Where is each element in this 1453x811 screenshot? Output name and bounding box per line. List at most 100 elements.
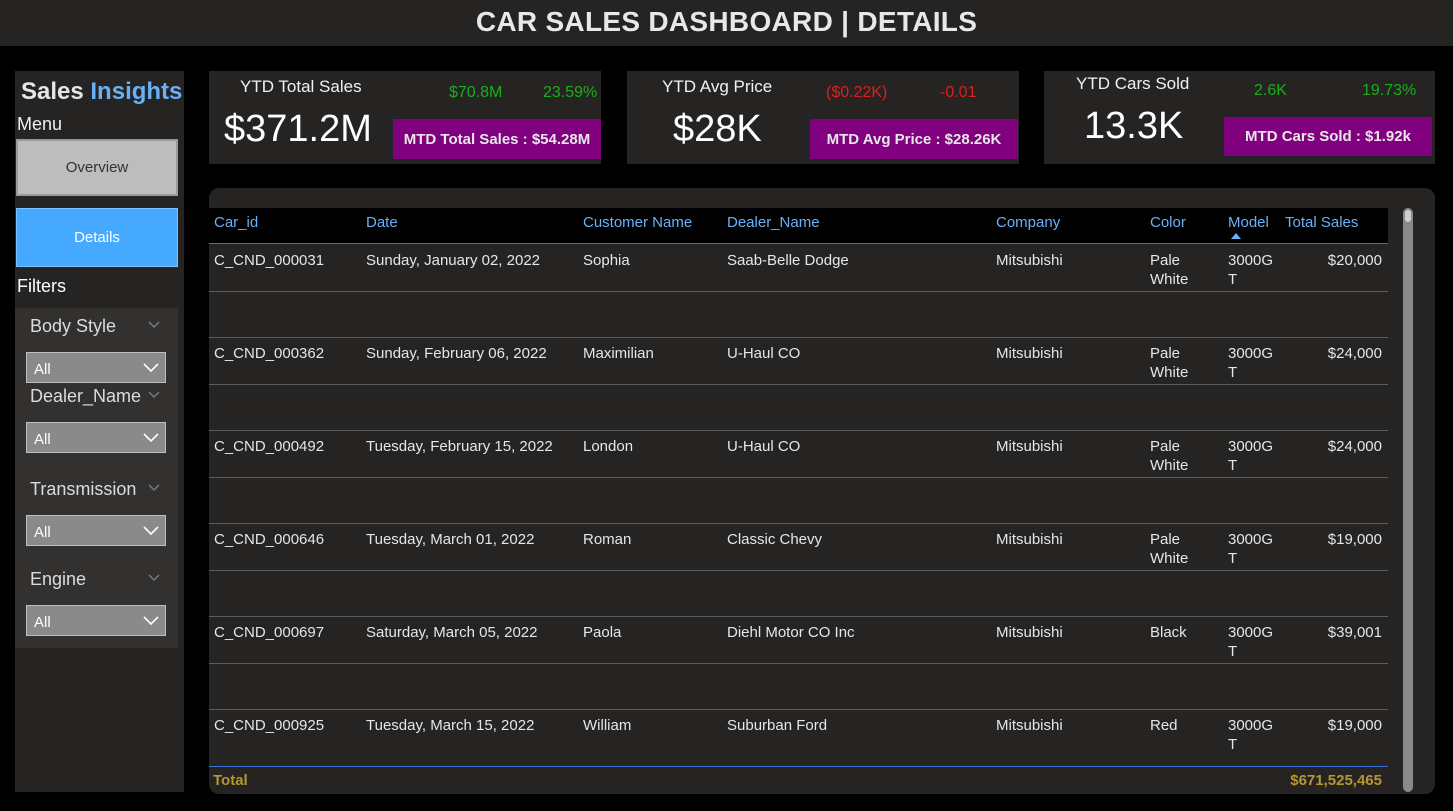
cell-model: 3000GT <box>1228 345 1274 381</box>
cell-total-sales: $24,000 <box>1327 438 1382 455</box>
row-divider <box>209 523 1388 524</box>
cell-company: Mitsubishi <box>996 624 1063 641</box>
table-row[interactable]: C_CND_000031 Sunday, January 02, 2022 So… <box>209 245 1388 338</box>
cell-customer: Sophia <box>583 252 630 269</box>
row-divider <box>209 570 1388 571</box>
transmission-dropdown[interactable]: All <box>26 515 166 546</box>
cell-date: Sunday, February 06, 2022 <box>366 345 547 362</box>
cell-total-sales: $20,000 <box>1327 252 1382 269</box>
row-divider <box>209 477 1388 478</box>
chevron-down-icon <box>143 363 159 373</box>
cell-model: 3000GT <box>1228 624 1274 660</box>
row-divider <box>209 709 1388 710</box>
cell-car-id: C_CND_000697 <box>214 624 325 641</box>
kpi-title: YTD Cars Sold <box>1076 74 1190 93</box>
row-divider <box>209 291 1388 292</box>
total-label: Total <box>213 772 248 789</box>
cell-color: Black <box>1150 624 1187 641</box>
row-divider <box>209 663 1388 664</box>
filter-label: Dealer_Name <box>30 386 142 406</box>
cell-customer: London <box>583 438 634 455</box>
kpi-delta-abs: 2.6K <box>1254 82 1287 99</box>
cell-car-id: C_CND_000492 <box>214 438 325 455</box>
cell-dealer: Saab-Belle Dodge <box>727 252 849 269</box>
cell-car-id: C_CND_000925 <box>214 717 325 734</box>
cell-color: Red <box>1150 717 1178 734</box>
sort-ascending-icon <box>1231 233 1241 239</box>
brand-word-1: Sales <box>21 78 84 105</box>
column-header-color[interactable]: Color <box>1150 214 1186 231</box>
table-row[interactable]: C_CND_000646 Tuesday, March 01, 2022 Rom… <box>209 524 1388 617</box>
header-bar: CAR SALES DASHBOARD | DETAILS <box>0 0 1453 46</box>
kpi-card-avg-price: YTD Avg Price $28K ($0.22K) -0.01 MTD Av… <box>627 71 1019 164</box>
kpi-title: YTD Total Sales <box>240 77 362 96</box>
dropdown-value: All <box>34 431 51 448</box>
kpi-delta-pct: 19.73% <box>1362 82 1417 99</box>
table-header: Car_id Date Customer Name Dealer_Name Co… <box>209 208 1388 244</box>
chevron-down-icon <box>143 526 159 536</box>
dropdown-value: All <box>34 361 51 378</box>
dealer-name-dropdown[interactable]: All <box>26 422 166 453</box>
kpi-delta-pct: 23.59% <box>543 84 598 101</box>
scrollbar-thumb[interactable] <box>1405 210 1411 222</box>
cell-company: Mitsubishi <box>996 345 1063 362</box>
chevron-down-icon[interactable] <box>147 481 161 495</box>
cell-model: 3000GT <box>1228 717 1274 753</box>
engine-dropdown[interactable]: All <box>26 605 166 636</box>
cell-dealer: U-Haul CO <box>727 438 801 455</box>
cell-customer: Roman <box>583 531 632 548</box>
table-row[interactable]: C_CND_000697 Saturday, March 05, 2022 Pa… <box>209 617 1388 710</box>
cell-company: Mitsubishi <box>996 531 1063 548</box>
cell-dealer: Classic Chevy <box>727 531 823 548</box>
kpi-delta-abs: ($0.22K) <box>826 84 888 101</box>
cell-date: Sunday, January 02, 2022 <box>366 252 541 269</box>
kpi-card-cars-sold: YTD Cars Sold 13.3K 2.6K 19.73% MTD Cars… <box>1044 71 1435 164</box>
cell-customer: William <box>583 717 632 734</box>
cell-dealer: Suburban Ford <box>727 717 828 734</box>
total-value: $671,525,465 <box>1290 772 1382 789</box>
kpi-delta-abs: $70.8M <box>449 84 503 101</box>
chevron-down-icon[interactable] <box>147 571 161 585</box>
mtd-badge: MTD Avg Price : $28.26K <box>810 119 1018 159</box>
column-header-company[interactable]: Company <box>996 214 1061 231</box>
cell-model: 3000GT <box>1228 252 1274 288</box>
table-row[interactable]: C_CND_000362 Sunday, February 06, 2022 M… <box>209 338 1388 431</box>
filter-label: Engine <box>30 569 87 589</box>
column-header-dealer-name[interactable]: Dealer_Name <box>727 214 820 231</box>
menu-label: Menu <box>17 114 63 134</box>
chevron-down-icon[interactable] <box>147 318 161 332</box>
filters-panel: Body Style All Dealer_Name All Transmiss… <box>15 308 178 648</box>
cell-color: Pale White <box>1150 345 1189 381</box>
overview-button[interactable]: Overview <box>16 139 178 196</box>
cell-color: Pale White <box>1150 531 1189 567</box>
chevron-down-icon[interactable] <box>147 388 161 402</box>
cell-company: Mitsubishi <box>996 717 1063 734</box>
cell-total-sales: $24,000 <box>1327 345 1382 362</box>
column-header-car-id[interactable]: Car_id <box>214 214 259 231</box>
page-title: CAR SALES DASHBOARD | DETAILS <box>475 6 978 37</box>
cell-color: Pale White <box>1150 438 1189 474</box>
table-row[interactable]: C_CND_000492 Tuesday, February 15, 2022 … <box>209 431 1388 524</box>
chevron-down-icon <box>143 433 159 443</box>
cell-total-sales: $19,000 <box>1327 717 1382 734</box>
column-header-total-sales[interactable]: Total Sales <box>1285 214 1359 231</box>
cell-total-sales: $39,001 <box>1327 624 1382 641</box>
mtd-badge: MTD Total Sales : $54.28M <box>393 119 601 159</box>
column-header-model[interactable]: Model <box>1228 214 1269 231</box>
kpi-value: $28K <box>673 108 762 150</box>
filter-label: Transmission <box>30 479 137 499</box>
column-header-date[interactable]: Date <box>366 214 398 231</box>
details-table: Car_id Date Customer Name Dealer_Name Co… <box>209 188 1435 794</box>
details-button[interactable]: Details <box>16 208 178 267</box>
cell-dealer: U-Haul CO <box>727 345 801 362</box>
vertical-scrollbar[interactable] <box>1403 208 1413 792</box>
cell-car-id: C_CND_000362 <box>214 345 325 362</box>
row-divider <box>209 616 1388 617</box>
row-divider <box>209 337 1388 338</box>
cell-date: Tuesday, March 15, 2022 <box>366 717 535 734</box>
body-style-dropdown[interactable]: All <box>26 352 166 383</box>
table-row[interactable]: C_CND_000925 Tuesday, March 15, 2022 Wil… <box>209 710 1388 794</box>
column-header-customer-name[interactable]: Customer Name <box>583 214 693 231</box>
cell-model: 3000GT <box>1228 531 1274 567</box>
cell-model: 3000GT <box>1228 438 1274 474</box>
